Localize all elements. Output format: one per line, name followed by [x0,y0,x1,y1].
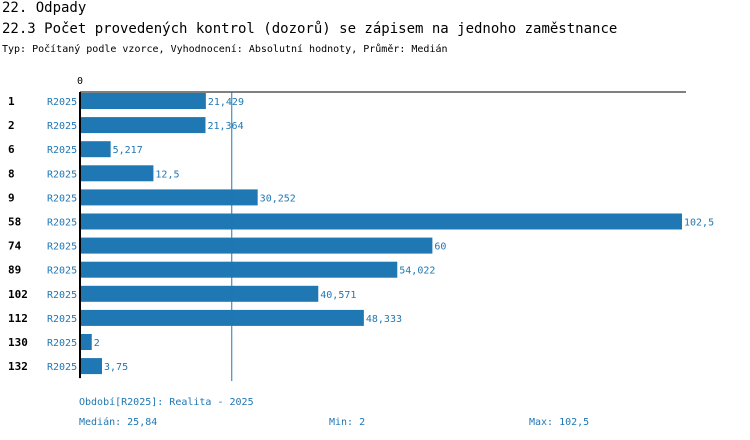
series-label: R2025 [47,242,77,253]
x-tick-label: 0 [77,76,83,87]
category-label: 1 [8,95,15,108]
data-label: 12,5 [155,169,179,180]
category-label: 74 [8,240,22,253]
bar [80,261,398,278]
bar [80,358,103,375]
series-label: R2025 [47,338,77,349]
data-label: 30,252 [260,193,296,204]
category-label: 2 [8,119,15,132]
category-label: 6 [8,143,15,156]
data-label: 21,429 [208,97,244,108]
category-label: 9 [8,191,15,204]
bar [80,117,206,134]
footer-min: Min: 2 [329,417,366,428]
series-label: R2025 [47,121,77,132]
data-label: 21,364 [207,121,243,132]
bar [80,165,154,182]
bar [80,334,92,350]
bar [80,285,319,302]
category-label: 58 [8,216,21,229]
footer-median: Medián: 25,84 [79,417,158,428]
category-label: 112 [8,312,28,325]
bar [80,309,364,326]
data-label: 48,333 [366,314,402,325]
series-label: R2025 [47,290,77,301]
data-label: 60 [434,242,446,253]
data-label: 3,75 [104,362,128,373]
data-label: 5,217 [113,145,143,156]
series-label: R2025 [47,97,77,108]
category-label: 8 [8,167,15,180]
chart-title: 22.3 Počet provedených kontrol (dozorů) … [2,21,618,37]
series-label: R2025 [47,362,77,373]
bar [80,237,433,254]
bar [80,141,111,158]
series-label: R2025 [47,266,77,277]
series-label: R2025 [47,193,77,204]
series-label: R2025 [47,169,77,180]
series-label: R2025 [47,314,77,325]
bar [80,213,682,230]
category-label: 89 [8,264,21,277]
chart-subtitle: Typ: Počítaný podle vzorce, Vyhodnocení:… [2,44,448,55]
data-label: 2 [94,338,100,349]
section-heading: 22. Odpady [2,0,87,16]
series-label: R2025 [47,145,77,156]
category-label: 132 [8,360,28,373]
category-label: 130 [8,336,28,349]
series-label: R2025 [47,218,77,229]
category-label: 102 [8,288,28,301]
bar [80,189,258,206]
data-label: 102,5 [684,218,714,229]
footer-max: Max: 102,5 [529,417,590,428]
footer-period: Období[R2025]: Realita - 2025 [79,397,254,408]
bar [80,93,206,109]
data-label: 54,022 [399,266,435,277]
data-label: 40,571 [320,290,356,301]
